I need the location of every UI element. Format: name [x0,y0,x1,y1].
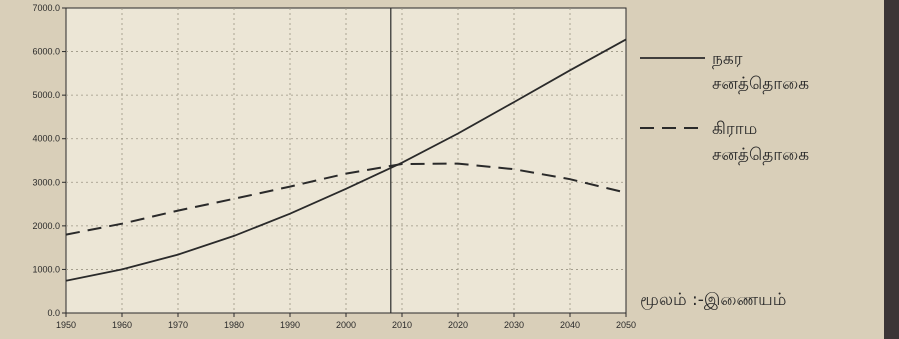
grid [66,8,626,313]
y-tick-label: 3000.0 [32,177,60,187]
x-tick-label: 2020 [448,320,468,330]
x-axis: 1950 1960 1970 1980 1990 2000 2010 2020 2030 2040… [56,313,636,330]
series-line-rural [65,162,627,236]
legend-label-rural-line2: சனத்தொகை [712,145,809,165]
x-tick-label: 1960 [112,320,132,330]
page-edge-border [884,0,899,339]
y-tick-label: 5000.0 [32,90,60,100]
y-tick-label: 6000.0 [32,47,60,57]
x-tick-label: 2030 [504,320,524,330]
x-tick-label: 2000 [336,320,356,330]
source-annotation: மூலம் :-இணையம் [640,290,786,310]
x-tick-label: 2040 [560,320,580,330]
y-tick-label: 4000.0 [32,134,60,144]
x-tick-label: 2050 [616,320,636,330]
y-tick-label: 2000.0 [32,221,60,231]
x-tick-label: 1990 [280,320,300,330]
y-axis: 0.0 1000.0 2000.0 3000.0 4000.0 5000.0 6000.0 7… [32,3,66,318]
legend: நகர சனத்தொகை கிராம சனத்தொகை [640,49,809,165]
x-tick-label: 1980 [224,320,244,330]
x-tick-label: 1970 [168,320,188,330]
y-tick-label: 7000.0 [32,3,60,13]
legend-label-urban-line1: நகர [712,49,743,69]
y-tick-label: 1000.0 [32,264,60,274]
legend-label-urban-line2: சனத்தொகை [712,74,809,94]
series-line-urban [65,38,627,282]
x-tick-label: 2010 [392,320,412,330]
y-tick-label: 0.0 [47,308,60,318]
legend-label-rural-line1: கிராம [712,119,757,139]
x-tick-label: 1950 [56,320,76,330]
